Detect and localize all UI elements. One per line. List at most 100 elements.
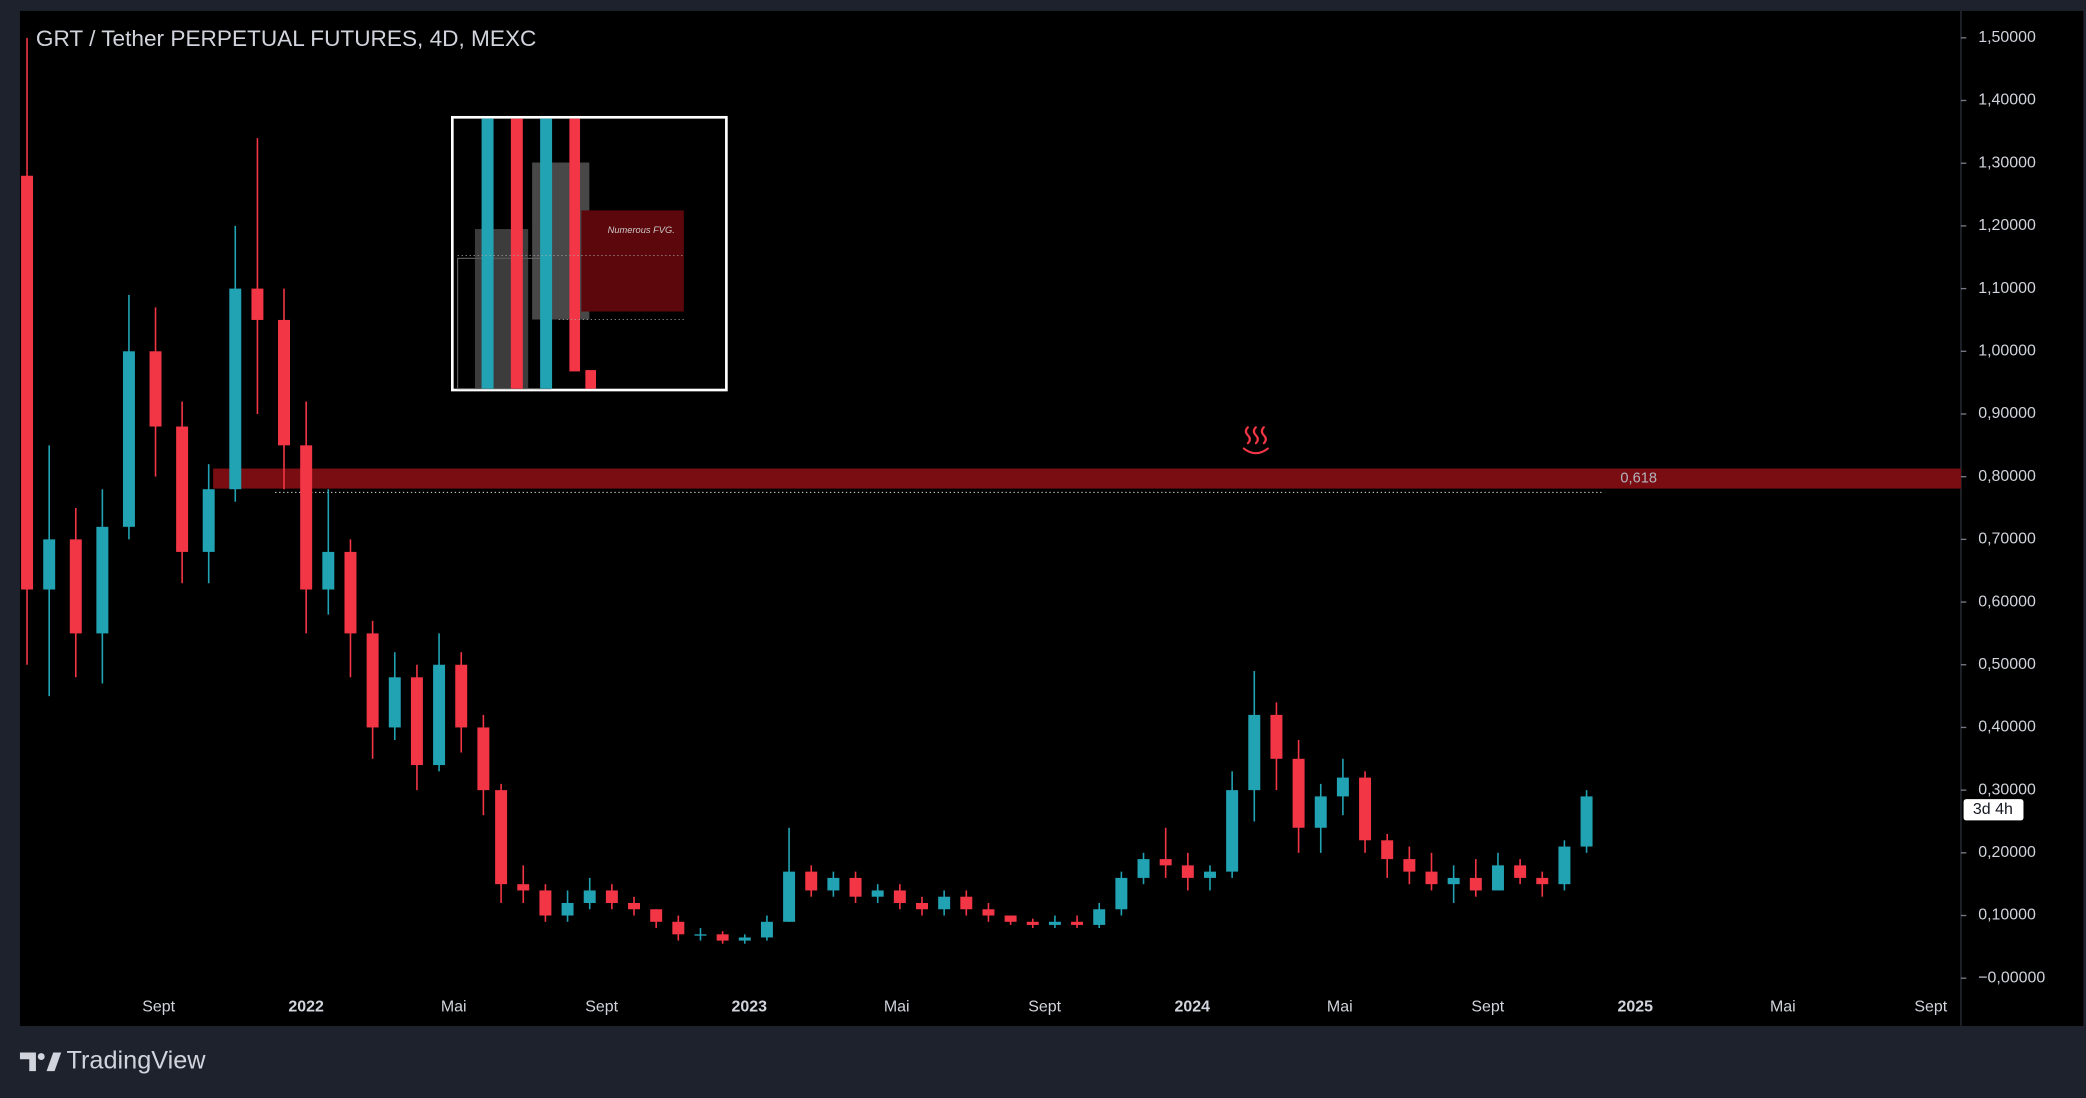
y-tick-label: 0,80000	[1978, 468, 2036, 485]
candle-body	[43, 539, 56, 590]
candle-body	[827, 877, 840, 891]
plot: 0,618	[21, 37, 1961, 944]
candle-body	[322, 551, 335, 590]
candle-body	[938, 896, 951, 910]
chart-pane	[19, 10, 2084, 1026]
y-tick-label: 1,40000	[1978, 92, 2036, 109]
hot-icon	[1242, 426, 1269, 455]
candle-body	[561, 902, 574, 916]
y-tick-label: 0,20000	[1978, 844, 2036, 861]
candle-body	[229, 288, 242, 490]
candle-body	[495, 790, 508, 885]
candle-body	[960, 896, 973, 910]
candle-body	[1248, 714, 1261, 791]
candle-body	[1536, 877, 1549, 885]
x-tick-label: Sept	[1914, 999, 1947, 1016]
inset-candle	[569, 118, 581, 372]
zone-label: 0,618	[1620, 470, 1657, 486]
candle-body	[1137, 859, 1150, 878]
y-tick-label: −0,00000	[1978, 969, 2045, 986]
x-tick-label: Mai	[884, 999, 910, 1016]
candle-body	[1381, 840, 1394, 860]
x-tick-label: Sept	[1471, 999, 1504, 1016]
candle-body	[1314, 796, 1327, 828]
y-tick-label: 0,40000	[1978, 719, 2036, 736]
countdown-label: 3d 4h	[1973, 801, 2013, 818]
inset-candle	[585, 370, 596, 389]
inset-annotation: Numerous FVG.	[608, 225, 675, 235]
candle-body	[539, 890, 552, 916]
y-tick-label: 0,60000	[1978, 593, 2036, 610]
candle-body	[583, 890, 596, 903]
logo-part	[46, 1052, 62, 1072]
candle-body	[1336, 777, 1349, 797]
candle-body	[477, 727, 490, 791]
candle-body	[300, 445, 313, 590]
candle-body	[1203, 871, 1216, 878]
y-tick-label: 1,10000	[1978, 280, 2036, 297]
candle-body	[1048, 921, 1061, 925]
candle-body	[849, 877, 862, 897]
x-tick-label: 2025	[1618, 999, 1654, 1016]
y-tick-label: 0,10000	[1978, 907, 2036, 924]
candle-body	[1270, 714, 1283, 759]
x-tick-label: Mai	[441, 999, 467, 1016]
candle-body	[149, 351, 162, 427]
candle-body	[672, 921, 685, 935]
inset-candle	[481, 118, 494, 389]
candle-body	[650, 909, 663, 922]
inset-fvg	[581, 210, 684, 312]
logo-part	[19, 1052, 36, 1072]
candle-body	[1292, 758, 1305, 828]
candle-body	[388, 677, 401, 728]
candle-body	[694, 934, 707, 936]
inset-candle	[540, 118, 553, 389]
icon-stroke	[1244, 426, 1251, 445]
y-tick-label: 0,50000	[1978, 656, 2036, 673]
candle-body	[1004, 915, 1017, 922]
candle-body	[1181, 865, 1194, 878]
candle-body	[1580, 796, 1593, 847]
candle-body	[982, 909, 995, 916]
candle-body	[716, 934, 729, 941]
x-tick-label: Sept	[1028, 999, 1061, 1016]
candle-body	[1226, 790, 1239, 872]
candle-body	[916, 902, 928, 910]
chart-title: GRT / Tether PERPETUAL FUTURES, 4D, MEXC	[36, 26, 536, 51]
candle-body	[433, 664, 446, 766]
inset-image: Numerous FVG.	[450, 115, 728, 392]
candle-body	[1447, 877, 1460, 885]
candle-body	[122, 351, 135, 527]
y-tick-label: 0,90000	[1978, 405, 2036, 422]
candle-body	[455, 664, 468, 728]
candle-body	[1403, 859, 1416, 872]
candle-body	[410, 677, 423, 766]
candle-body	[628, 902, 641, 910]
candle-body	[1071, 921, 1084, 925]
y-tick-label: 0,30000	[1978, 781, 2036, 798]
x-tick-label: Mai	[1770, 999, 1796, 1016]
candle-body	[893, 890, 906, 903]
fvg-zone	[213, 468, 1961, 489]
candle-body	[96, 526, 109, 634]
logo-part	[37, 1053, 45, 1060]
countdown-box	[1963, 799, 2024, 821]
candle-body	[202, 489, 215, 552]
candle-body	[69, 539, 82, 634]
y-tick-label: 0,70000	[1978, 531, 2036, 548]
candle-body	[738, 937, 751, 941]
candle-body	[1159, 859, 1172, 866]
x-tick-label: 2023	[731, 999, 767, 1016]
icon-stroke	[1252, 426, 1259, 445]
candle-body	[605, 890, 618, 903]
candle-body	[1093, 909, 1106, 925]
y-tick-label: 1,50000	[1978, 29, 2036, 46]
candle-body	[21, 175, 34, 590]
candle-body	[783, 871, 796, 922]
icon-stroke	[1260, 426, 1267, 445]
x-tick-label: Sept	[142, 999, 175, 1016]
candle-body	[1558, 846, 1571, 885]
candle-body	[278, 319, 290, 446]
